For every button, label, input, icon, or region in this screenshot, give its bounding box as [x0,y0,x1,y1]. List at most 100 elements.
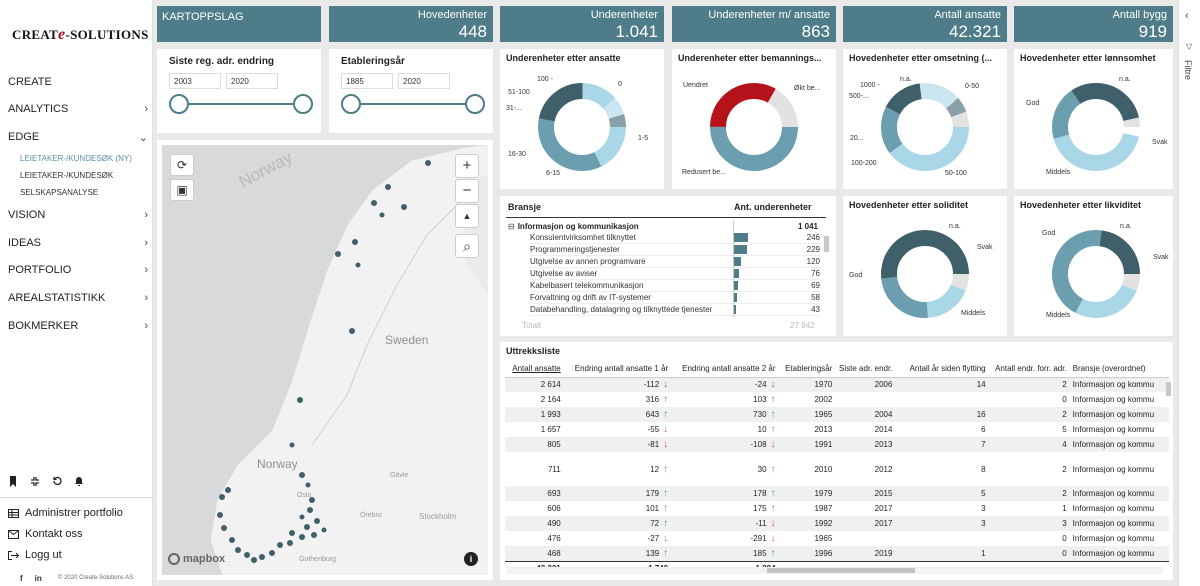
slicer-from-input[interactable]: 2003 [169,73,221,89]
map-label-orebro: Örebro [360,512,382,519]
mapbox-logo[interactable]: mapbox [168,553,225,565]
table-row[interactable]: Utgivelse av annen programvare 120 [530,257,820,268]
linkedin-icon[interactable]: in [34,574,42,583]
chevron-left-icon[interactable]: ‹ [1185,10,1189,22]
table-row[interactable]: 468 139 ↑ 185 ↑ 1996 2019 1 0 Informasjon og komm… [505,546,1169,561]
v-scrollbar[interactable] [1166,382,1171,396]
bell-icon[interactable] [74,476,84,487]
slicer-from-input[interactable]: 1885 [341,73,393,89]
map-search-button[interactable]: ⌕ [455,234,479,258]
contact-link[interactable]: Kontakt oss [8,528,82,540]
nav-portfolio[interactable]: PORTFOLIO › [8,264,148,276]
table-cell: 2 614 [505,377,564,392]
col-header[interactable]: Endring antall ansatte 2 år [671,360,779,378]
table-row[interactable]: 1 657 -55 ↓ 10 ↑ 2013 2014 6 5 Informasjon og kom… [505,422,1169,437]
table-cell: 1970 [778,377,836,392]
nav-analytics[interactable]: ANALYTICS › [8,103,148,115]
compass-button[interactable]: ▲ [455,204,479,228]
zoom-out-button[interactable]: − [455,179,479,203]
col-header[interactable]: Etableringsår [778,360,836,378]
col-header[interactable]: Antall ansatte [505,360,564,378]
group-row[interactable]: ⊟ Informasjon og kommunikasjon 1 041 [508,222,818,231]
lasso-button[interactable]: ⟳ [170,154,194,176]
table-cell: 711 [547,464,561,474]
select-button[interactable]: ▣ [170,179,194,201]
table-cell: -112 ↓ [563,377,672,392]
table-row[interactable]: 606 101 ↑ 175 ↑ 1987 2017 3 1 Informasjon og komm… [505,501,1169,516]
donut-omsetning[interactable] [880,82,970,172]
table-cell: 693 [505,486,564,501]
h-scrollbar[interactable] [507,567,1163,574]
facebook-icon[interactable]: f [20,574,23,583]
donut-lonnsomhet[interactable] [1051,82,1141,172]
zoom-in-button[interactable]: + [455,154,479,178]
arrow-up-icon: ↑ [663,547,669,559]
table-row[interactable]: 711 12 ↑ 30 ↑ 2010 2012 8 2 Informasjon og kommu [505,452,1169,486]
nav-arealstatistikk[interactable]: AREALSTATISTIKK › [8,292,148,304]
slider-handle-start[interactable] [169,94,189,114]
admin-portfolio-link[interactable]: Administrer portfolio [8,507,123,519]
col-header[interactable]: Antall år siden flytting [895,360,989,378]
table-cell: -55 ↓ [647,424,669,435]
col-header-ant[interactable]: Ant. underenheter [734,202,812,212]
nav-create[interactable]: CREATE [8,76,52,88]
table-row[interactable]: Kabelbasert telekommunikasjon 69 [530,281,820,292]
subnav-selskapsanalyse[interactable]: SELSKAPSANALYSE [20,188,99,197]
slicer-to-input[interactable]: 2020 [226,73,278,89]
donut-soliditet[interactable] [880,229,970,319]
brand-logo[interactable]: CREATe-SOLUTIONS [12,26,149,43]
table-row[interactable]: 476 -27 ↓ -291 ↓ 1965 0 Informasjon og kommu [505,531,1169,546]
nav-bokmerker[interactable]: BOKMERKER › [8,320,148,332]
table-row[interactable]: 805 -81 ↓ -108 ↓ 1991 2013 7 4 Informasjon og kom… [505,437,1169,452]
table-cell: -11 ↓ [671,516,779,531]
table-cell [895,531,988,546]
mail-icon [8,529,19,539]
table-row[interactable]: Programmeringstjenester 229 [530,245,820,256]
slider-handle-end[interactable] [465,94,485,114]
filters-pane[interactable]: ‹ ▽ Filtre [1178,0,1200,586]
table-cell: 178 ↑ [671,486,779,501]
table-cell: 5 [895,486,989,501]
nav-vision[interactable]: VISION › [8,209,148,221]
reset-icon[interactable] [52,476,62,487]
table-cell: Informasjon og kommu [1072,464,1155,474]
table-row[interactable]: Forvaltning og drift av IT-systemer 58 [530,293,820,304]
table-cell: 10 ↑ [757,424,776,435]
table-row[interactable]: 693 179 ↑ 178 ↑ 1979 2015 5 2 Informasjon og komm… [505,486,1169,501]
map-canvas[interactable] [162,145,488,575]
logout-link[interactable]: Logg ut [8,549,62,561]
table-row[interactable]: Konsulentvirksomhet tilknyttet 246 [530,233,820,244]
table-row[interactable]: 2 164 316 ↑ 103 ↑ 2002 0 Informasjon og kommu [505,392,1169,407]
col-header-bransje[interactable]: Bransje [508,202,542,212]
col-header[interactable]: Endring antall ansatte 1 år [563,360,672,378]
scrollbar[interactable] [824,236,829,252]
table-cell: Informasjon og kommu [1069,377,1169,392]
subnav-leietaker-ny[interactable]: LEIETAKER-/KUNDESØK (NY) [20,154,132,163]
col-header[interactable]: Antall endr. forr. adr. [988,360,1070,378]
nav-edge[interactable]: EDGE ⌄ [8,131,148,144]
side-toolbar [8,476,84,487]
table-row[interactable]: Utgivelse av aviser 76 [530,269,820,280]
table-row[interactable]: 490 72 ↑ -11 ↓ 1992 2017 3 3 Informasjon og kommu [505,516,1169,531]
table-row[interactable]: 2 614 -112 ↓ -24 ↓ 1970 2006 14 2 Informasjon og … [505,377,1169,392]
slider-handle-end[interactable] [293,94,313,114]
bookmark-icon[interactable] [8,476,18,487]
table-row[interactable]: Databehandling, datalagring og tilknytte… [530,305,820,316]
collapse-icon[interactable] [30,476,40,487]
table-cell: 2002 [814,395,833,404]
subnav-leietaker[interactable]: LEIETAKER-/KUNDESØK [20,171,114,180]
arrow-down-icon: ↓ [770,518,776,529]
arrow-up-icon: ↑ [663,503,669,514]
info-icon[interactable]: i [464,552,478,566]
donut-likviditet[interactable] [1051,229,1141,319]
arrow-up-icon: ↑ [663,488,669,499]
kpi-antall-bygg: Antall bygg 919 [1014,6,1173,42]
donut-bemanning[interactable] [709,82,799,172]
slider-handle-start[interactable] [341,94,361,114]
table-row[interactable]: 1 993 643 ↑ 730 ↑ 1965 2004 16 2 Informasjon og k… [505,407,1169,422]
col-header[interactable]: Bransje (overordnet) [1069,360,1169,378]
nav-ideas[interactable]: IDEAS › [8,237,148,249]
slicer-to-input[interactable]: 2020 [398,73,450,89]
donut-ansatte[interactable] [537,82,627,172]
col-header[interactable]: Siste adr. endr. [835,360,896,378]
